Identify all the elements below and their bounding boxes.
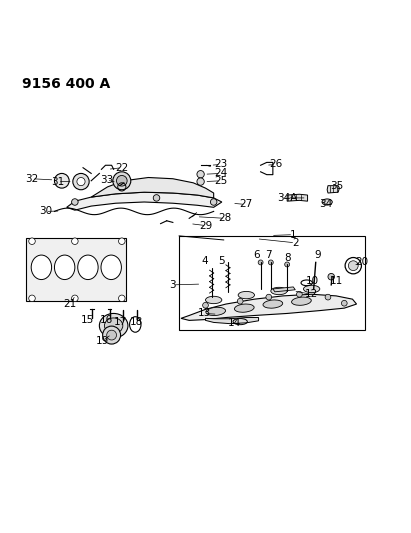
- Ellipse shape: [238, 292, 254, 299]
- Circle shape: [203, 302, 208, 308]
- Ellipse shape: [31, 255, 52, 280]
- Text: 20: 20: [355, 257, 368, 268]
- Ellipse shape: [78, 255, 98, 280]
- Text: 10: 10: [306, 276, 319, 286]
- Circle shape: [72, 199, 78, 205]
- Polygon shape: [91, 177, 214, 198]
- Circle shape: [349, 261, 358, 271]
- Text: 22: 22: [115, 163, 129, 173]
- Text: 2: 2: [292, 238, 299, 248]
- Text: 13: 13: [198, 309, 211, 318]
- Circle shape: [328, 273, 335, 280]
- Text: 26: 26: [269, 159, 282, 169]
- Text: 19: 19: [96, 336, 109, 346]
- Circle shape: [73, 173, 89, 190]
- Text: 16: 16: [100, 316, 113, 325]
- Circle shape: [285, 262, 290, 267]
- Circle shape: [113, 172, 131, 190]
- Circle shape: [72, 295, 78, 302]
- Circle shape: [116, 175, 127, 186]
- Ellipse shape: [263, 300, 283, 308]
- Text: 33: 33: [100, 175, 113, 185]
- Text: 24: 24: [215, 168, 228, 179]
- Circle shape: [29, 238, 35, 245]
- Text: 25: 25: [215, 176, 228, 186]
- Text: 15: 15: [81, 316, 95, 325]
- Text: 11: 11: [330, 276, 343, 286]
- Circle shape: [266, 294, 272, 300]
- Ellipse shape: [291, 297, 311, 305]
- Circle shape: [118, 238, 125, 245]
- Circle shape: [210, 199, 217, 205]
- Text: 9156 400 A: 9156 400 A: [22, 77, 110, 91]
- Polygon shape: [327, 185, 339, 193]
- Circle shape: [107, 330, 116, 340]
- Text: 32: 32: [25, 174, 39, 184]
- Circle shape: [268, 260, 273, 265]
- Text: 28: 28: [219, 213, 232, 223]
- Bar: [26, 238, 126, 301]
- Text: 7: 7: [266, 251, 272, 261]
- Circle shape: [103, 326, 120, 344]
- Text: 14: 14: [227, 318, 241, 328]
- Polygon shape: [273, 287, 296, 292]
- Text: 3: 3: [169, 280, 176, 290]
- Text: 21: 21: [63, 299, 76, 309]
- Ellipse shape: [206, 308, 226, 316]
- Text: 23: 23: [215, 159, 228, 169]
- Text: 9: 9: [314, 251, 321, 261]
- Circle shape: [197, 178, 204, 185]
- Circle shape: [296, 292, 302, 297]
- Text: 5: 5: [219, 256, 225, 266]
- Circle shape: [342, 301, 347, 306]
- Ellipse shape: [322, 199, 332, 205]
- Polygon shape: [181, 294, 356, 320]
- Ellipse shape: [206, 296, 222, 304]
- Text: 4: 4: [201, 256, 208, 266]
- Circle shape: [72, 238, 78, 245]
- Text: 18: 18: [130, 317, 143, 327]
- Ellipse shape: [271, 287, 287, 295]
- Circle shape: [153, 195, 160, 201]
- Text: 34: 34: [319, 199, 332, 209]
- Polygon shape: [206, 318, 259, 324]
- Circle shape: [258, 260, 263, 265]
- Ellipse shape: [99, 313, 128, 338]
- Text: 30: 30: [39, 206, 52, 216]
- Circle shape: [197, 171, 204, 178]
- Text: 27: 27: [239, 199, 252, 209]
- Text: 8: 8: [284, 253, 291, 263]
- Circle shape: [118, 295, 125, 302]
- Ellipse shape: [55, 255, 75, 280]
- Circle shape: [55, 173, 69, 188]
- Polygon shape: [287, 194, 307, 201]
- Text: 31: 31: [51, 176, 65, 187]
- Text: 1: 1: [290, 230, 297, 240]
- Circle shape: [77, 177, 85, 185]
- Ellipse shape: [234, 304, 254, 312]
- Text: 12: 12: [305, 289, 318, 299]
- Polygon shape: [67, 192, 222, 210]
- Text: 6: 6: [253, 251, 260, 261]
- Text: 35: 35: [330, 181, 344, 191]
- Ellipse shape: [303, 285, 320, 293]
- Text: 34A: 34A: [277, 193, 297, 203]
- Text: 29: 29: [200, 221, 213, 231]
- Ellipse shape: [101, 255, 121, 280]
- Text: 17: 17: [114, 317, 127, 327]
- Circle shape: [325, 294, 331, 300]
- Circle shape: [29, 295, 35, 302]
- Circle shape: [237, 298, 243, 304]
- Ellipse shape: [104, 318, 123, 334]
